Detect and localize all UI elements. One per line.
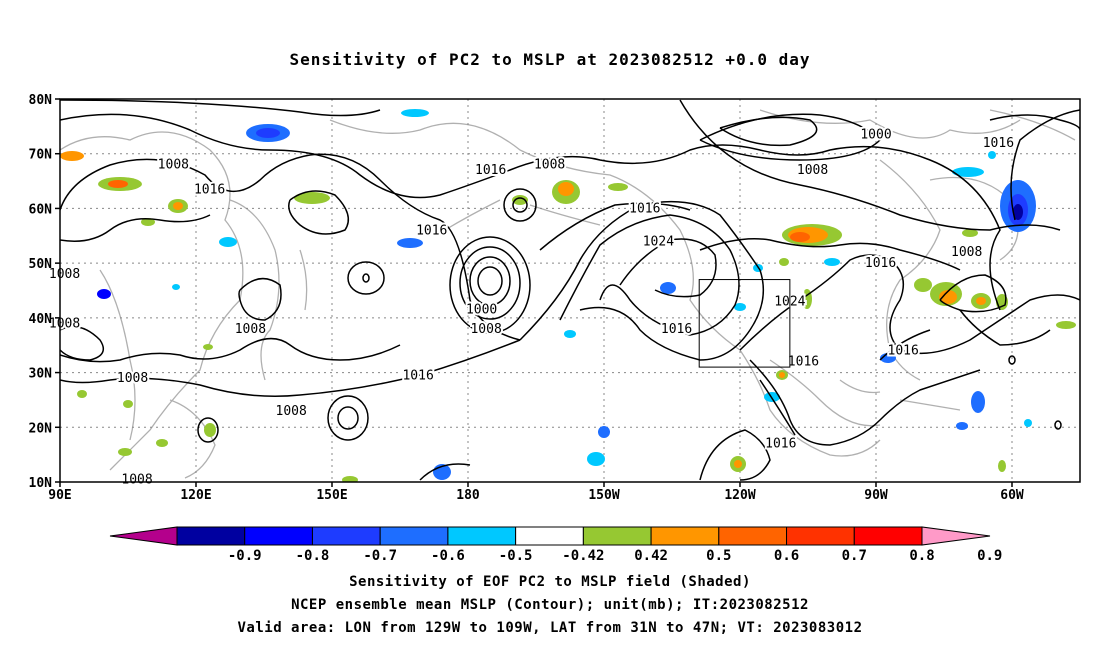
longitude-labels: 90E 120E 150E 180 150W 120W 90W 60W: [48, 482, 1024, 503]
contour-label: 1008: [235, 322, 266, 337]
contour-label: 1000: [860, 128, 891, 143]
colorbar-label: -0.9: [228, 548, 262, 564]
latitude-labels: 80N 70N 60N 50N 40N 30N 20N 10N: [29, 93, 60, 491]
coastlines: [60, 109, 1076, 479]
contour-label: 1008: [49, 316, 80, 331]
colorbar-segment: [786, 526, 855, 546]
lon-tick-label: 120W: [724, 488, 755, 503]
contour-label: 1008: [49, 267, 80, 282]
lon-tick-label: 150E: [316, 488, 347, 503]
sensitivity-shading: [60, 109, 1076, 482]
lat-tick-label: 50N: [29, 257, 53, 272]
map-title: Sensitivity of PC2 to MSLP at 2023082512…: [289, 50, 811, 69]
colorbar-label: -0.8: [296, 548, 330, 564]
lat-tick-label: 60N: [29, 202, 53, 217]
colorbar: -0.9 -0.8 -0.7 -0.6 -0.5 -0.42 0.42 0.5 0.6 0.7 0.…: [109, 526, 1002, 564]
caption-line-2: NCEP ensemble mean MSLP (Contour); unit(…: [291, 597, 809, 613]
caption-line-3: Valid area: LON from 129W to 109W, LAT f…: [237, 620, 863, 636]
contour-label: 1016: [788, 355, 819, 370]
contour-label: 1016: [888, 344, 919, 359]
lat-tick-label: 30N: [29, 367, 53, 382]
lon-tick-label: 150W: [588, 488, 619, 503]
contour-label: 1016: [416, 223, 447, 238]
contour-labels: 1008 1016 1016 1016 1008 1016 1024 1000 1008 1016…: [47, 126, 1016, 490]
colorbar-label: 0.6: [774, 548, 799, 564]
contour-label: 1008: [470, 322, 501, 337]
colorbar-label: -0.42: [562, 548, 604, 564]
lat-tick-label: 40N: [29, 312, 53, 327]
lon-tick-label: 180: [456, 488, 480, 503]
colorbar-segment: [650, 526, 720, 546]
lon-tick-label: 60W: [1000, 488, 1024, 503]
contour-label: 1016: [194, 182, 225, 197]
colorbar-segment: [447, 526, 517, 546]
colorbar-segment: [853, 526, 923, 546]
valid-area-box: [698, 279, 791, 368]
grid-lines: [60, 99, 1080, 482]
contour-label: 1008: [951, 245, 982, 260]
colorbar-label: 0.42: [634, 548, 668, 564]
lat-tick-label: 20N: [29, 421, 53, 436]
colorbar-label: -0.7: [363, 548, 397, 564]
lon-tick-label: 90E: [48, 488, 71, 503]
contour-label: 1000: [466, 303, 497, 318]
contour-label: 1016: [765, 437, 796, 452]
colorbar-segment: [582, 526, 652, 546]
contour-label: 1008: [797, 163, 828, 178]
contour-label: 1016: [475, 163, 506, 178]
colorbar-low-triangle: [109, 526, 178, 546]
colorbar-high-triangle: [921, 526, 991, 546]
contour-label: 1008: [121, 472, 152, 487]
mslp-contours: [60, 99, 1080, 481]
contour-label: 1016: [402, 368, 433, 383]
lat-tick-label: 80N: [29, 93, 53, 108]
colorbar-segment: [176, 526, 246, 546]
map-frame: [59, 98, 1081, 483]
contour-label: 1016: [629, 201, 660, 216]
contour-label: 1016: [983, 136, 1014, 151]
colorbar-label: 0.8: [909, 548, 934, 564]
colorbar-label: -0.6: [431, 548, 465, 564]
caption-line-1: Sensitivity of EOF PC2 to MSLP field (Sh…: [349, 574, 751, 590]
colorbar-label: 0.5: [706, 548, 731, 564]
colorbar-label: -0.5: [499, 548, 533, 564]
colorbar-segment: [718, 526, 788, 546]
colorbar-segment: [379, 526, 449, 546]
colorbar-label: 0.9: [977, 548, 1002, 564]
contour-label: 1024: [643, 234, 674, 249]
colorbar-label: 0.7: [842, 548, 867, 564]
colorbar-segment: [515, 526, 584, 546]
contour-label: 1008: [158, 158, 189, 173]
lon-tick-label: 90W: [864, 488, 888, 503]
contour-label: 1016: [661, 322, 692, 337]
contour-label: 1016: [865, 256, 896, 271]
colorbar-segment: [244, 526, 313, 546]
contour-label: 1008: [276, 404, 307, 419]
contour-label: 1008: [534, 158, 565, 173]
lat-tick-label: 10N: [29, 476, 53, 491]
lon-tick-label: 120E: [180, 488, 211, 503]
colorbar-segment: [311, 526, 381, 546]
lat-tick-label: 70N: [29, 148, 53, 163]
contour-label: 1008: [117, 371, 148, 386]
